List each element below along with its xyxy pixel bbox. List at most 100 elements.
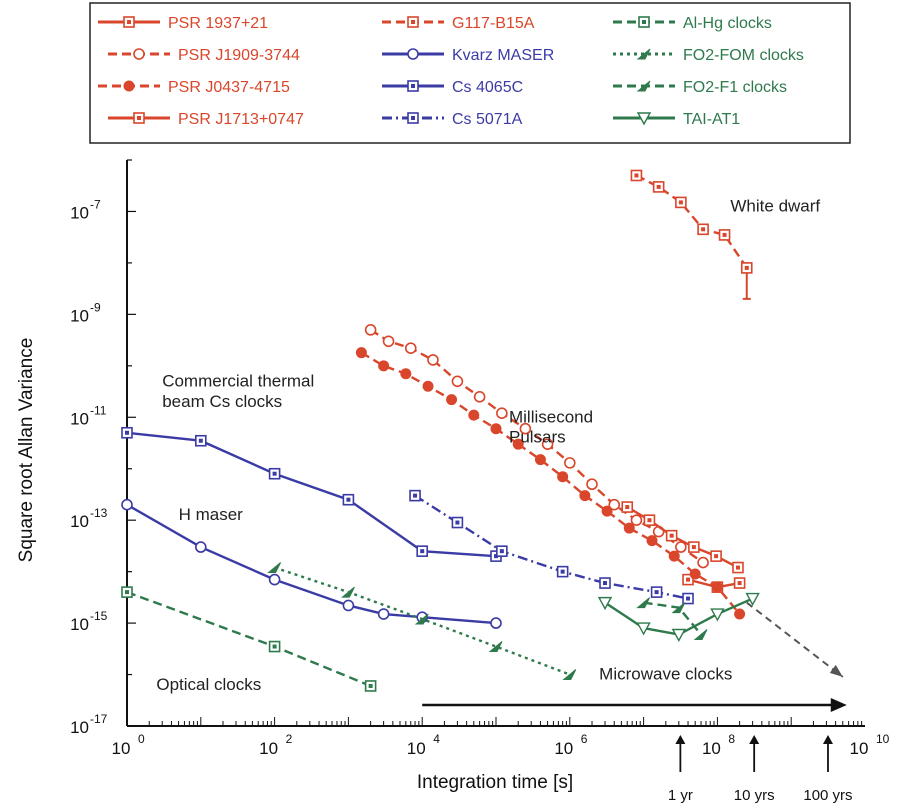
point-5-4 [377,608,390,620]
point-4-2-dot [678,200,683,205]
point-8-1-dot [272,644,277,649]
point-1-0 [364,324,377,336]
legend-label-6: Cs 4065C [452,79,523,96]
point-9-1 [341,586,355,598]
point-2-9 [557,471,569,483]
y-tick-label-3: 10 [70,409,89,428]
legend-marker-10 [636,80,651,92]
legend: PSR 1937+21 PSR J1909-3744 PSR J0437-4715 P… [89,2,851,144]
time-marker-arrowhead-0 [675,735,686,744]
extrapolation-line [746,601,844,678]
legend-label-8: Al-Hg clocks [683,15,772,32]
y-tick-exp-4: -9 [90,300,101,314]
time-marker-arrowhead-1 [749,735,760,744]
legend-marker-3-dot [137,116,141,120]
x-tick-label-1: 10 [259,739,278,758]
y-tick-label-0: 10 [70,718,89,737]
series-2 [355,347,746,620]
x-tick-exp-0: 0 [138,732,145,746]
extrapolation-arrowhead [829,664,843,677]
point-1-3 [427,354,439,366]
legend-label-0: PSR 1937+21 [168,15,268,32]
point-7-3-dot [560,569,565,574]
x-tick-label-4: 10 [702,739,721,758]
point-0-0-dot [686,577,691,582]
point-5-3 [342,599,355,612]
time-marker-label-2: 100 yrs [803,787,852,804]
pulsar-extrapolation [746,601,844,678]
annotation-1: Millisecond [509,407,593,426]
point-2-12 [623,522,635,534]
x-tick-exp-2: 4 [433,732,440,746]
point-7-1-dot [455,520,460,525]
point-1-2 [404,342,417,354]
legend-item-3: PSR J1713+0747 [108,111,304,128]
x-tick-label-3: 10 [554,739,573,758]
point-1-4 [451,375,464,388]
legend-label-4: G117-B15A [452,15,535,32]
point-6-1-dot [198,438,203,443]
legend-item-2: PSR J0437-4715 [98,79,290,96]
point-1-6 [496,407,508,419]
point-1-1 [382,335,395,348]
point-9-0 [267,562,282,574]
point-1-14 [675,541,687,553]
point-2-0 [355,347,367,359]
series-8 [121,586,377,692]
series-3 [621,501,744,574]
point-2-4 [446,394,458,406]
point-9-3 [488,641,503,653]
x-tick-label-2: 10 [407,739,426,758]
point-6-4-dot [420,549,425,554]
time-span-arrowhead [830,698,847,712]
point-2-13 [646,535,658,547]
point-3-0-dot [625,505,630,510]
point-7-2-dot [499,549,504,554]
legend-marker-11 [636,112,652,126]
point-5-2 [268,573,281,586]
point-4-1-dot [656,184,661,189]
legend-item-9: FO2-FOM clocks [613,47,804,64]
annotation-3: Commercial thermal [162,371,314,390]
point-2-17 [734,608,746,620]
point-1-12 [630,514,643,526]
point-6-3-dot [346,497,351,502]
series-layer [121,169,847,712]
legend-marker-1 [133,48,145,60]
annotation-7: Microwave clocks [599,665,732,684]
annotation-4: beam Cs clocks [162,392,282,411]
legend-label-7: Cs 5071A [452,111,523,128]
point-2-14 [668,550,680,562]
legend-label-1: PSR J1909-3744 [178,47,300,64]
legend-marker-9 [636,48,651,60]
y-tick-label-1: 10 [70,615,89,634]
series-4 [630,169,753,300]
x-axis-label: Integration time [s] [417,772,573,793]
point-2-15 [689,568,701,580]
point-1-7 [519,422,532,435]
legend-label-10: FO2-F1 clocks [683,79,787,96]
point-6-0-dot [125,430,129,435]
series-9 [267,562,577,681]
series-11 [597,592,760,642]
series-5 [121,498,502,629]
point-2-16 [711,581,723,593]
y-tick-exp-1: -15 [90,609,108,623]
x-tick-exp-5: 10 [876,732,890,746]
y-tick-exp-3: -11 [90,403,107,417]
point-4-5-dot [744,265,749,270]
annotation-6: Optical clocks [156,675,261,694]
point-8-0-dot [125,590,129,595]
point-11-1 [636,622,651,636]
time-span-arrow [422,698,847,712]
point-4-4-dot [722,232,727,237]
y-tick-exp-0: -17 [90,712,108,726]
series-line-8 [126,590,372,688]
point-1-9 [563,457,576,469]
legend-item-4: G117-B15A [382,15,535,32]
legend-marker-7-dot [411,116,415,120]
point-11-2 [671,628,686,642]
legend-marker-2 [123,80,135,92]
point-1-10 [586,478,598,491]
point-3-2-dot [669,533,674,538]
